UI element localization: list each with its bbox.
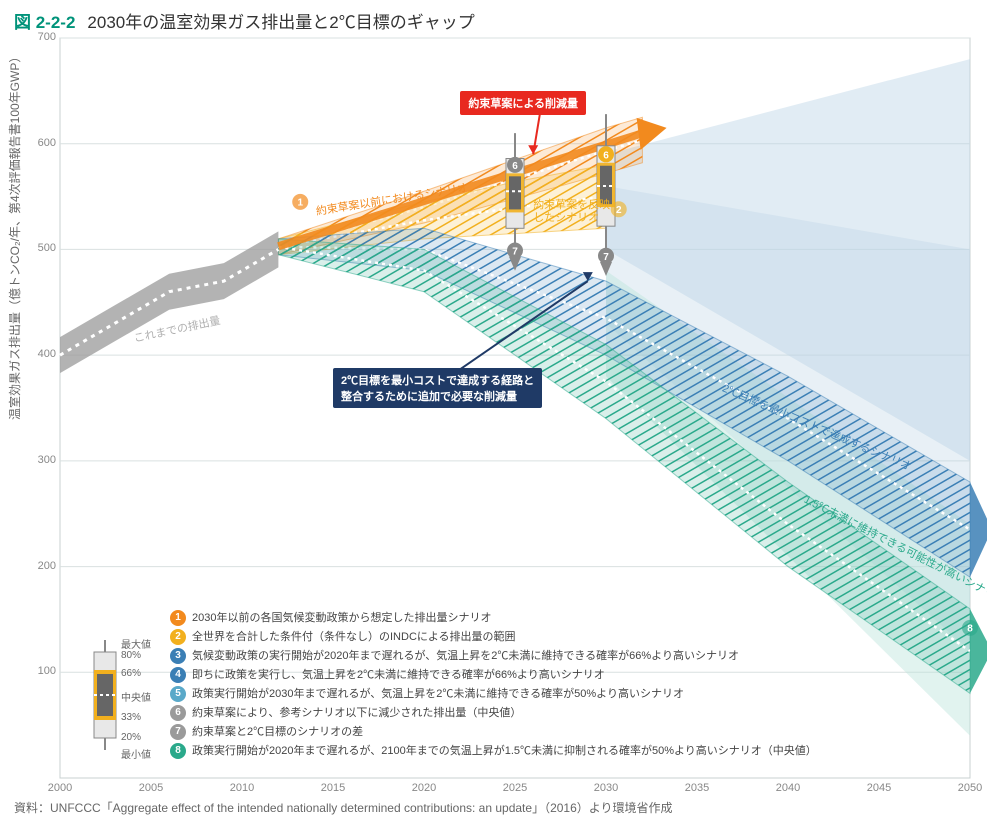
legend-item: 8 政策実行開始が2020年まで遅れるが、2100年までの気温上昇が1.5℃未満に…: [170, 743, 817, 759]
svg-text:6: 6: [603, 150, 609, 161]
x-tick: 2015: [313, 782, 353, 794]
y-tick: 500: [26, 242, 56, 254]
box-legend-label: 最小値: [121, 746, 151, 761]
legend-item: 1 2030年以前の各国気候変動政策から想定した排出量シナリオ: [170, 610, 491, 626]
legend-text: 2030年以前の各国気候変動政策から想定した排出量シナリオ: [192, 612, 491, 624]
legend-item: 6 約束草案により、参考シナリオ以下に減少された排出量（中央値）: [170, 705, 521, 721]
svg-text:6: 6: [512, 161, 518, 172]
x-tick: 2030: [586, 782, 626, 794]
callout: 約束草案による削減量: [460, 91, 586, 115]
legend-text: 約束草案により、参考シナリオ以下に減少された排出量（中央値）: [192, 707, 521, 719]
legend-badge: 5: [170, 686, 186, 702]
legend-item: 5 政策実行開始が2030年まで遅れるが、気温上昇を2℃未満に維持できる確率が50…: [170, 686, 684, 702]
x-tick: 2040: [768, 782, 808, 794]
x-tick: 2010: [222, 782, 262, 794]
x-tick: 2050: [950, 782, 987, 794]
legend-badge: 4: [170, 667, 186, 683]
legend-item: 4 即ちに政策を実行し、気温上昇を2℃未満に維持できる確率が66%より高いシナリオ: [170, 667, 605, 683]
legend-badge: 3: [170, 648, 186, 664]
y-tick: 400: [26, 348, 56, 360]
y-tick: 700: [26, 31, 56, 43]
legend-badge: 6: [170, 705, 186, 721]
y-tick: 200: [26, 560, 56, 572]
x-tick: 2000: [40, 782, 80, 794]
box-legend-label: 33%: [121, 712, 141, 723]
svg-text:8: 8: [967, 623, 973, 634]
box-legend-label: 最大値: [121, 636, 151, 651]
x-tick: 2045: [859, 782, 899, 794]
legend-text: 全世界を合計した条件付（条件なし）のINDCによる排出量の範囲: [192, 631, 516, 643]
legend-item: 3 気候変動政策の実行開始が2020年まで遅れるが、気温上昇を2℃未満に維持できる…: [170, 648, 739, 664]
legend-badge: 8: [170, 743, 186, 759]
legend-badge: 2: [170, 629, 186, 645]
callout: 2℃目標を最小コストで達成する経路と 整合するために追加で必要な削減量: [333, 368, 542, 408]
box-legend-label: 80%: [121, 650, 141, 661]
band-label: 約束草案を反映したシナリオ: [533, 199, 613, 225]
y-tick: 300: [26, 454, 56, 466]
svg-text:2: 2: [616, 205, 622, 216]
legend-item: 7 約束草案と2℃目標のシナリオの差: [170, 724, 363, 740]
x-tick: 2035: [677, 782, 717, 794]
x-tick: 2025: [495, 782, 535, 794]
box-legend-label: 66%: [121, 668, 141, 679]
legend-text: 即ちに政策を実行し、気温上昇を2℃未満に維持できる確率が66%より高いシナリオ: [192, 669, 605, 681]
box-legend-label: 20%: [121, 732, 141, 743]
svg-text:1: 1: [297, 197, 303, 208]
figure-container: 図 2-2-22030年の温室効果ガス排出量と2℃目標のギャップ 温室効果ガス排…: [0, 0, 987, 822]
x-tick: 2020: [404, 782, 444, 794]
y-tick: 600: [26, 137, 56, 149]
legend-text: 気候変動政策の実行開始が2020年まで遅れるが、気温上昇を2℃未満に維持できる確…: [192, 650, 739, 662]
legend-badge: 7: [170, 724, 186, 740]
legend-badge: 1: [170, 610, 186, 626]
legend-text: 政策実行開始が2030年まで遅れるが、気温上昇を2℃未満に維持できる確率が50%…: [192, 688, 684, 700]
legend-text: 政策実行開始が2020年まで遅れるが、2100年までの気温上昇が1.5℃未満に抑…: [192, 745, 817, 757]
y-tick: 100: [26, 665, 56, 677]
box-legend-label: 中央値: [121, 689, 151, 704]
legend-text: 約束草案と2℃目標のシナリオの差: [192, 726, 363, 738]
x-tick: 2005: [131, 782, 171, 794]
legend-item: 2 全世界を合計した条件付（条件なし）のINDCによる排出量の範囲: [170, 629, 516, 645]
source-note: 資料：UNFCCC「Aggregate effect of the intend…: [14, 799, 673, 816]
